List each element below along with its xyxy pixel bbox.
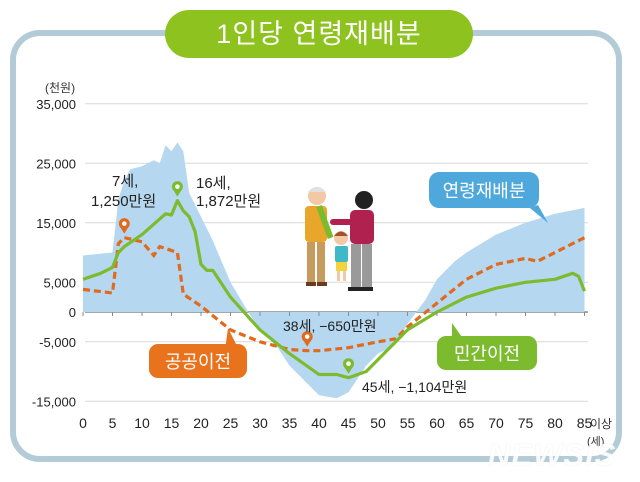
svg-text:20: 20 xyxy=(193,415,209,431)
y-unit-label: (천원) xyxy=(45,80,75,95)
svg-text:65: 65 xyxy=(459,415,475,431)
svg-text:80: 80 xyxy=(547,415,563,431)
annotation-38: 38세, −650만원 xyxy=(283,318,377,334)
svg-text:55: 55 xyxy=(400,415,416,431)
x-unit-label: (세) xyxy=(587,435,604,448)
svg-text:-5,000: -5,000 xyxy=(39,335,76,350)
svg-text:5,000: 5,000 xyxy=(43,275,76,290)
chart-title: 1인당 연령재배분 xyxy=(165,10,473,58)
series-area-total xyxy=(83,142,585,399)
svg-text:-15,000: -15,000 xyxy=(32,394,76,409)
svg-text:0: 0 xyxy=(79,415,87,431)
svg-text:60: 60 xyxy=(429,415,445,431)
legend-total-callout: 연령재배분 xyxy=(429,172,548,223)
svg-text:45: 45 xyxy=(341,415,357,431)
legend-public-callout: 공공이전 xyxy=(149,328,247,378)
legend-private-label: 민간이전 xyxy=(454,344,520,364)
svg-text:70: 70 xyxy=(488,415,504,431)
svg-text:0: 0 xyxy=(69,305,76,320)
svg-text:30: 30 xyxy=(252,415,268,431)
legend-public-label: 공공이전 xyxy=(165,352,231,372)
legend-private-callout: 민간이전 xyxy=(437,323,537,370)
family-illustration-icon xyxy=(305,187,374,291)
svg-text:25: 25 xyxy=(223,415,239,431)
y-axis: 35,000 25,000 15,000 5,000 0 -5,000 -15,000 xyxy=(32,97,76,410)
svg-text:5: 5 xyxy=(109,415,117,431)
annotation-markers xyxy=(118,181,354,374)
svg-text:15,000: 15,000 xyxy=(36,216,76,231)
annotation-16-line1: 16세, xyxy=(196,175,231,192)
svg-text:50: 50 xyxy=(370,415,386,431)
x-axis: 0 5 10 15 20 25 30 35 40 45 50 55 60 65 70 75 80 85 xyxy=(79,312,592,431)
annotation-7-line2: 1,250만원 xyxy=(91,193,156,210)
svg-text:35: 35 xyxy=(282,415,298,431)
series-line-private xyxy=(82,199,586,380)
x-suffix-label: 이상 xyxy=(590,417,612,431)
series-line-public xyxy=(82,235,586,353)
svg-text:15: 15 xyxy=(164,415,180,431)
svg-text:25,000: 25,000 xyxy=(36,156,76,171)
svg-text:85: 85 xyxy=(577,415,593,431)
svg-text:35,000: 35,000 xyxy=(36,97,76,112)
annotation-45: 45세, −1,104만원 xyxy=(362,379,467,395)
svg-text:10: 10 xyxy=(134,415,150,431)
annotation-16-line2: 1,872만원 xyxy=(196,193,261,210)
svg-text:40: 40 xyxy=(311,415,327,431)
svg-text:75: 75 xyxy=(518,415,534,431)
newsis-watermark: NEWSIS xyxy=(488,437,617,472)
annotation-7-line1: 7세, xyxy=(112,173,138,190)
legend-total-label: 연령재배분 xyxy=(443,181,526,201)
